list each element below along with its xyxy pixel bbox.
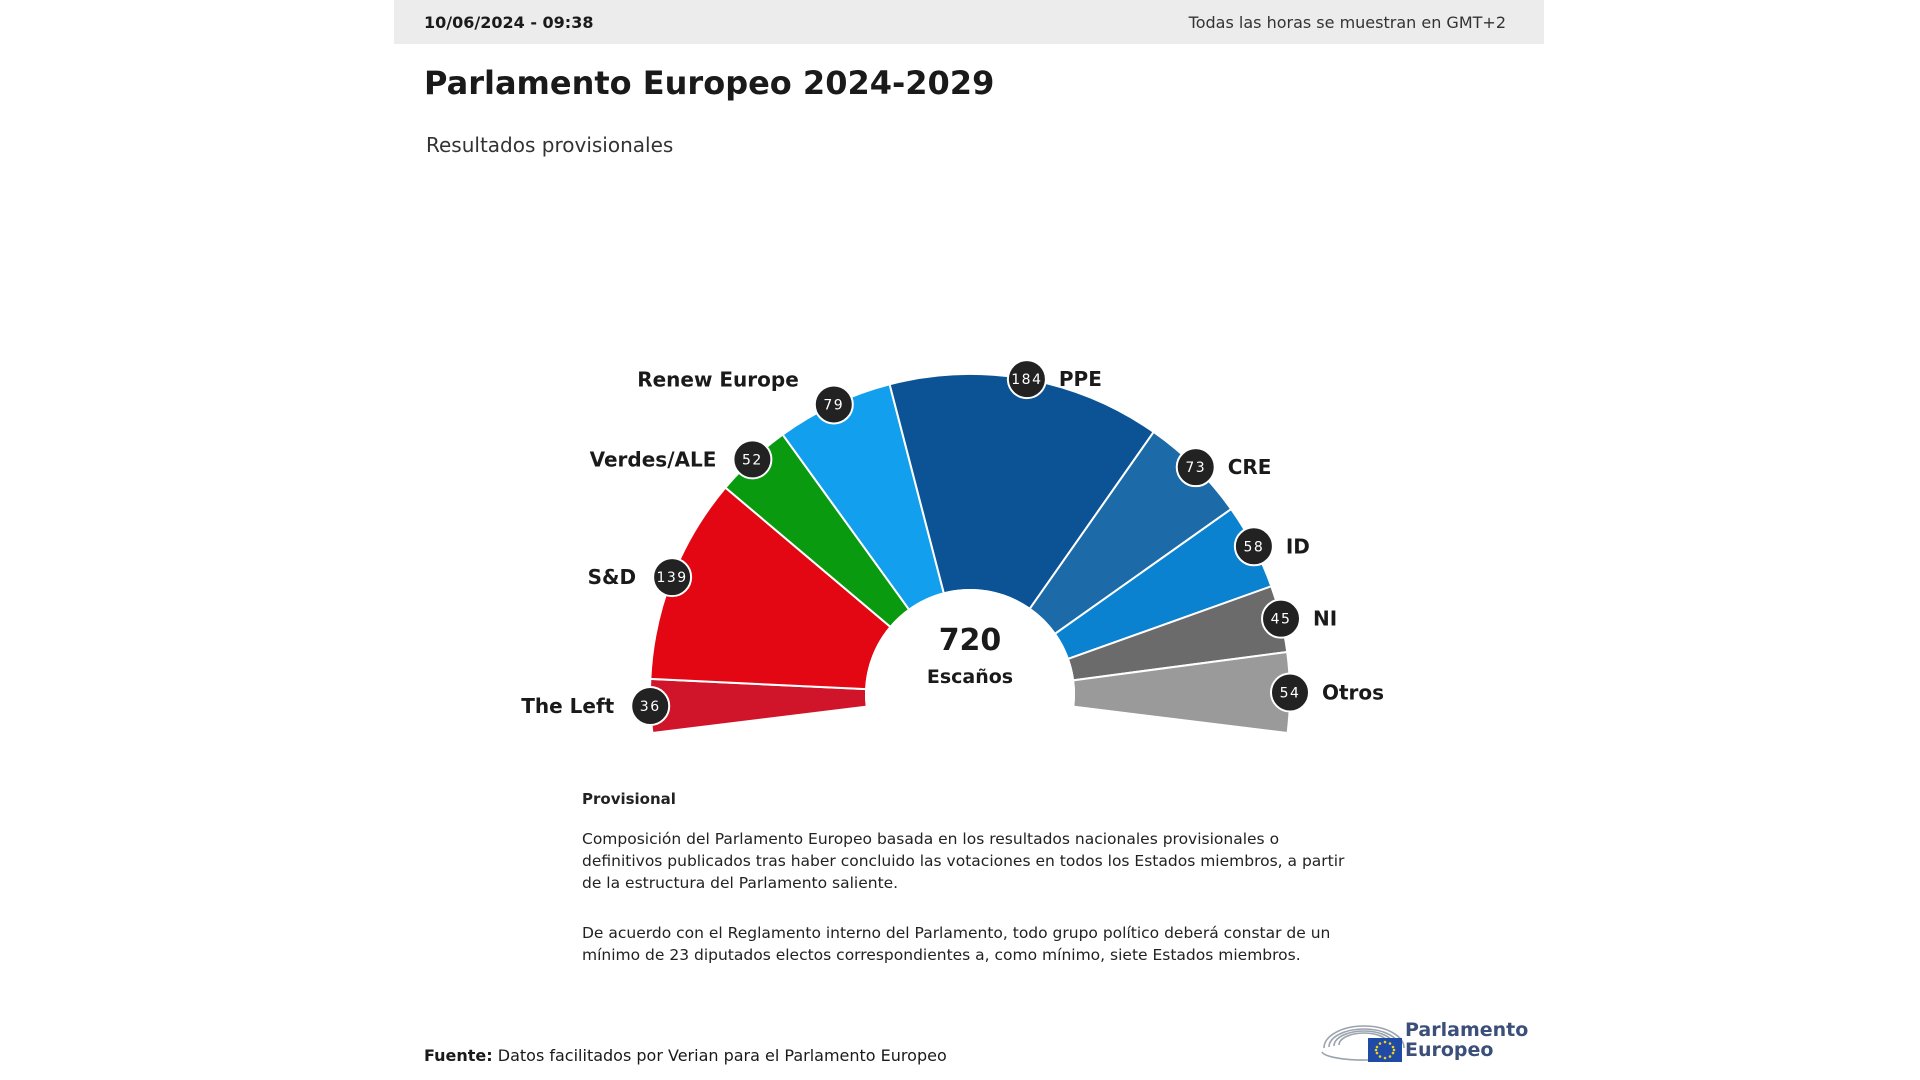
notes-heading: Provisional	[582, 790, 676, 808]
hemicycle-chart: 720 Escaños 36 139 52 79 184 73 58 45 54 The Lef…	[521, 359, 1385, 760]
total-seats-label: Escaños	[927, 666, 1013, 688]
notes: Provisional Composición del Parlamento E…	[582, 788, 1362, 966]
total-seats-value: 720	[939, 623, 1002, 658]
group-label-otros: Otros	[1322, 680, 1384, 704]
logo-text: Parlamento Europeo	[1405, 1020, 1528, 1060]
seat-count-verdes-ale: 52	[742, 452, 763, 468]
source-line: Fuente: Datos facilitados por Verian par…	[424, 1046, 947, 1065]
group-label-id: ID	[1286, 534, 1310, 558]
seat-badge-ppe	[1006, 359, 1047, 400]
group-label-cre: CRE	[1228, 455, 1272, 479]
logo-line-2: Europeo	[1405, 1039, 1494, 1061]
seat-count-ni: 45	[1271, 612, 1292, 628]
seat-count-ppe: 184	[1011, 372, 1042, 388]
center-hole	[865, 589, 1075, 760]
notes-paragraph-1: Composición del Parlamento Europeo basad…	[582, 830, 1345, 892]
page-title: Parlamento Europeo 2024-2029	[424, 64, 995, 102]
seat-badge-cre	[1175, 447, 1216, 488]
group-label-ni: NI	[1313, 607, 1337, 631]
seat-count-otros: 54	[1280, 685, 1301, 701]
parliament-logo-icon	[1321, 1025, 1405, 1062]
timezone-note: Todas las horas se muestran en GMT+2	[1188, 12, 1506, 32]
seat-count-cre: 73	[1185, 460, 1206, 476]
seat-count-renew-europe: 79	[823, 397, 844, 413]
seat-badge-id	[1233, 526, 1274, 567]
source-text: Datos facilitados por Verian para el Par…	[492, 1046, 947, 1065]
page-subtitle: Resultados provisionales	[426, 133, 674, 157]
seat-badge-the-left	[630, 686, 671, 727]
group-label-renew-europe: Renew Europe	[637, 367, 799, 391]
seat-badge-otros	[1269, 672, 1310, 713]
seat-badge-verdes-ale	[732, 439, 773, 480]
seat-count-id: 58	[1243, 539, 1264, 555]
seat-count-the-left: 36	[640, 699, 661, 715]
seat-badge-renew-europe	[813, 384, 854, 425]
top-bar: 10/06/2024 - 09:38 Todas las horas se mu…	[394, 0, 1544, 44]
seat-count-sandd: 139	[656, 570, 687, 586]
group-label-ppe: PPE	[1059, 367, 1102, 391]
source-label: Fuente:	[424, 1046, 493, 1065]
logo-line-1: Parlamento	[1405, 1019, 1529, 1041]
labels-layer: The Left S&D Verdes/ALE Renew Europe PPE CRE I…	[521, 367, 1384, 718]
badges-layer: 36 139 52 79 184 73 58 45 54	[630, 359, 1310, 727]
datetime: 10/06/2024 - 09:38	[424, 12, 594, 32]
seat-badge-ni	[1261, 598, 1302, 639]
seat-badge-sandd	[652, 557, 693, 598]
notes-paragraph-2: De acuerdo con el Reglamento interno del…	[582, 924, 1331, 964]
group-label-sandd: S&D	[588, 565, 636, 589]
group-label-verdes-ale: Verdes/ALE	[590, 447, 717, 471]
group-label-the-left: The Left	[521, 694, 614, 718]
slices-layer	[649, 373, 1291, 735]
